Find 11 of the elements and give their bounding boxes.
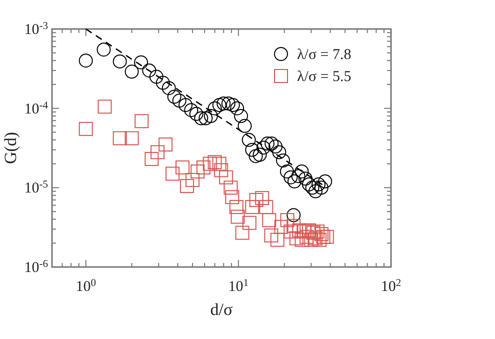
y-tick-label: 10$^{-6}$ bbox=[24, 258, 48, 276]
legend-label: λ/σ = 5.5 bbox=[297, 69, 352, 85]
legend-label: λ/σ = 7.8 bbox=[297, 47, 352, 63]
x-tick-label: 10$^{0}$ bbox=[76, 278, 96, 295]
y-axis-title: G(d) bbox=[1, 132, 20, 164]
y-tick-label: 10$^{-4}$ bbox=[24, 100, 49, 118]
y-tick-label: 10$^{-5}$ bbox=[24, 179, 48, 197]
y-tick-label: 10$^{-3}$ bbox=[24, 20, 48, 38]
x-tick-label: 10$^{1}$ bbox=[228, 278, 249, 295]
x-tick-label: 10$^{2}$ bbox=[380, 278, 402, 295]
x-axis-title: d/σ bbox=[210, 300, 233, 319]
